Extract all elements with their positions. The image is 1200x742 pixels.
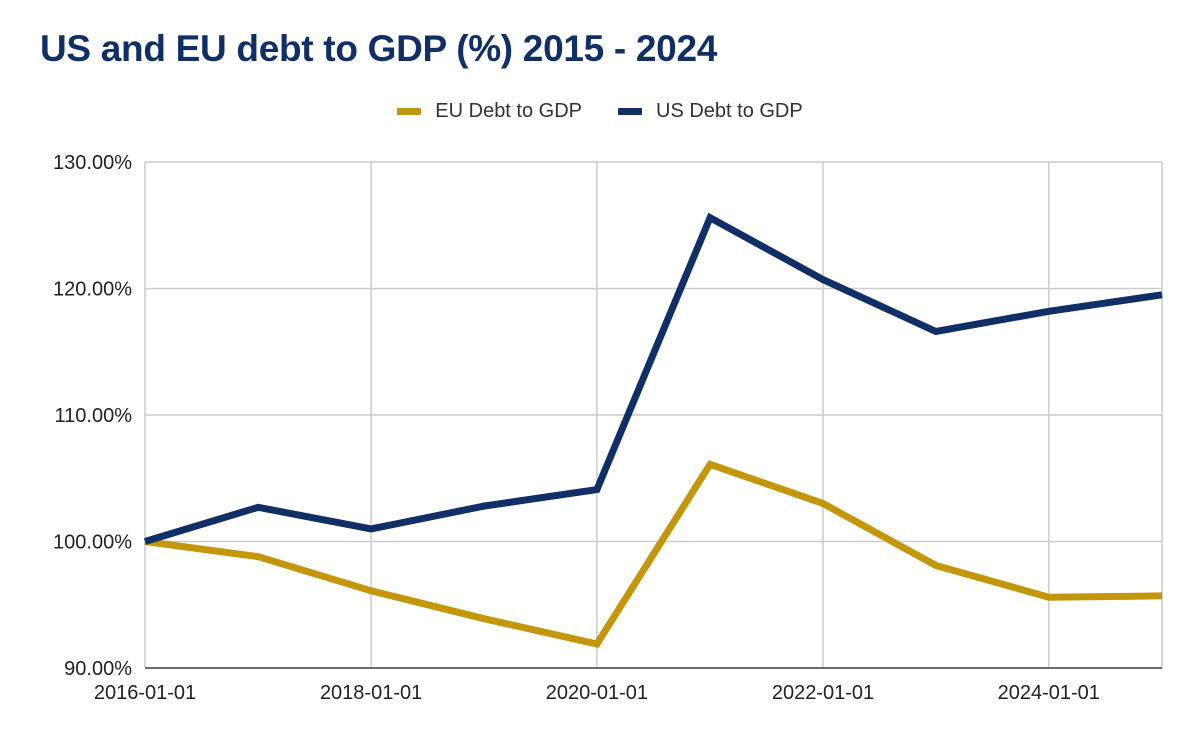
x-tick-label: 2020-01-01 (546, 682, 648, 704)
chart-title: US and EU debt to GDP (%) 2015 - 2024 (40, 28, 718, 69)
y-tick-label: 120.00% (53, 279, 132, 301)
y-tick-label: 90.00% (64, 658, 132, 680)
y-tick-label: 130.00% (53, 152, 132, 174)
legend-label-us: US Debt to GDP (656, 100, 803, 122)
chart-legend: EU Debt to GDP US Debt to GDP (0, 100, 1200, 123)
series-line-us (143, 212, 1163, 545)
x-tick-label: 2024-01-01 (998, 682, 1100, 704)
legend-swatch-eu (397, 108, 422, 115)
series-line-eu (144, 460, 1163, 648)
legend-label-eu: EU Debt to GDP (435, 100, 582, 122)
legend-item-us: US Debt to GDP (618, 100, 803, 123)
y-tick-label: 100.00% (53, 532, 132, 554)
x-tick-label: 2016-01-01 (94, 682, 196, 704)
legend-item-eu: EU Debt to GDP (397, 100, 582, 123)
x-tick-label: 2022-01-01 (772, 682, 874, 704)
y-tick-label: 110.00% (55, 405, 133, 427)
legend-swatch-us (618, 108, 642, 115)
x-tick-label: 2018-01-01 (320, 682, 422, 704)
